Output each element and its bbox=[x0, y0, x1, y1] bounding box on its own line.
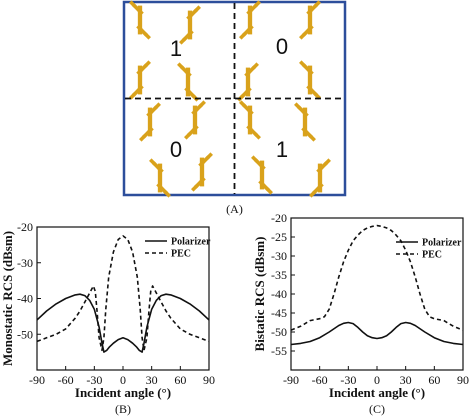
y-tick-label: -30 bbox=[17, 256, 33, 270]
series-line-pec bbox=[36, 235, 210, 352]
x-tick-label: 60 bbox=[174, 373, 186, 387]
cell-digit-top-right: 0 bbox=[276, 34, 288, 59]
series-line-pec bbox=[290, 224, 464, 331]
x-tick-label: -30 bbox=[340, 373, 356, 387]
y-tick-label: -50 bbox=[17, 327, 33, 341]
y-tick-label: -35 bbox=[271, 268, 287, 282]
x-tick-label: 0 bbox=[374, 373, 380, 387]
legend-label-polarizer: Polarizer bbox=[422, 238, 462, 249]
x-tick-label: -60 bbox=[58, 373, 74, 387]
chart-b-y-axis-title: Monostatic RCS (dBsm) bbox=[0, 231, 15, 366]
chart-c-series bbox=[290, 224, 464, 346]
metasurface-panel: 1 0 0 1 (A) bbox=[122, 0, 347, 216]
y-tick-label: -55 bbox=[271, 344, 287, 358]
y-tick-label: -50 bbox=[271, 325, 287, 339]
x-tick-label: 60 bbox=[428, 373, 440, 387]
x-tick-label: 30 bbox=[146, 373, 158, 387]
y-tick-label: -40 bbox=[17, 292, 33, 306]
panel-label-c: (C) bbox=[369, 402, 385, 416]
panel-label-b: (B) bbox=[115, 402, 131, 416]
monostatic-rcs-chart: -90 -60 -30 0 30 60 90 -50 -40 -30 -20 PolarizerPE… bbox=[0, 220, 215, 416]
cell-digit-bottom-left: 0 bbox=[170, 137, 182, 162]
series-line-polarizer bbox=[36, 293, 210, 353]
x-tick-label: -90 bbox=[283, 373, 299, 387]
legend-label-pec: PEC bbox=[422, 250, 442, 261]
x-tick-label: -60 bbox=[312, 373, 328, 387]
chart-c-ticks: -90 -60 -30 0 30 60 90 -55 -50 -45 -40 -35 -30 -25 -20 bbox=[271, 211, 469, 387]
panel-label-a: (A) bbox=[226, 202, 243, 216]
series-line-polarizer bbox=[290, 321, 464, 346]
y-tick-label: -25 bbox=[271, 230, 287, 244]
y-tick-label: -30 bbox=[271, 249, 287, 263]
chart-b-x-axis-title: Incident angle (°) bbox=[75, 385, 171, 400]
chart-c-y-axis-title: Bistatic RCS (dBsm) bbox=[252, 237, 267, 352]
y-tick-label: -40 bbox=[271, 287, 287, 301]
legend-label-polarizer: Polarizer bbox=[171, 237, 211, 248]
cell-digit-top-left: 1 bbox=[170, 36, 182, 61]
x-tick-label: -90 bbox=[29, 373, 45, 387]
x-tick-label: 30 bbox=[400, 373, 412, 387]
chart-b-series bbox=[36, 235, 210, 353]
x-tick-label: 90 bbox=[457, 373, 469, 387]
x-tick-label: 0 bbox=[120, 373, 126, 387]
x-tick-label: 90 bbox=[203, 373, 215, 387]
chart-b-ticks: -90 -60 -30 0 30 60 90 -50 -40 -30 -20 bbox=[17, 220, 215, 387]
legend-label-pec: PEC bbox=[171, 249, 191, 260]
chart-c-x-axis-title: Incident angle (°) bbox=[329, 385, 425, 400]
x-tick-label: -30 bbox=[86, 373, 102, 387]
bistatic-rcs-chart: -90 -60 -30 0 30 60 90 -55 -50 -45 -40 -35 -30 -25 -20… bbox=[252, 211, 469, 416]
y-tick-label: -20 bbox=[271, 211, 287, 225]
cell-digit-bottom-right: 1 bbox=[276, 137, 288, 162]
y-tick-label: -45 bbox=[271, 306, 287, 320]
y-tick-label: -20 bbox=[17, 220, 33, 234]
